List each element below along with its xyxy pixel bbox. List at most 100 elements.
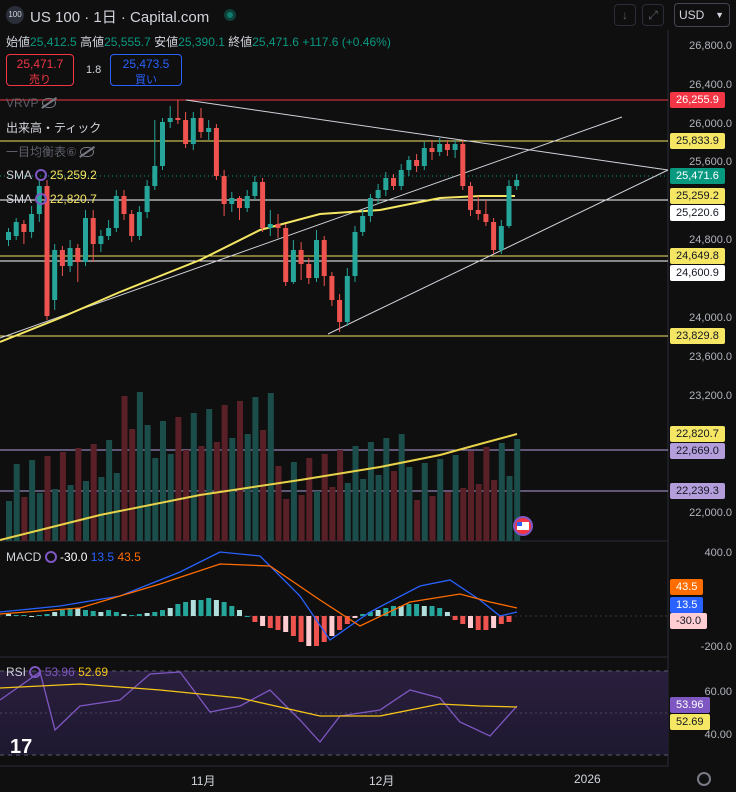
rsi-settings-icon[interactable]: [29, 666, 42, 678]
legend-vrvp[interactable]: VRVP: [6, 94, 56, 112]
macd-histogram-bar: [13, 615, 19, 616]
candle-body: [129, 214, 135, 236]
macd-histogram-bar: [460, 616, 466, 624]
legend-macd[interactable]: MACD -30.0 13.5 43.5: [6, 548, 141, 566]
macd-histogram-bar: [160, 610, 165, 616]
macd-histogram-bar: [321, 616, 327, 642]
macd-histogram-bar: [244, 616, 250, 617]
rsi-scale-label: 40.00: [704, 729, 732, 741]
volume-bar: [344, 483, 351, 541]
time-axis-label: 12月: [369, 774, 395, 788]
currency-select[interactable]: USD ▼: [674, 3, 730, 27]
rsi-scale-label: 60.00: [704, 686, 732, 698]
macd-histogram-bar: [252, 616, 258, 622]
macd-histogram-bar: [498, 616, 504, 624]
volume-bar: [367, 442, 374, 541]
macd-histogram-bar: [283, 616, 289, 632]
chevron-down-icon: ▼: [715, 10, 724, 20]
candle-body: [90, 218, 96, 244]
symbol-icon[interactable]: 100: [6, 6, 24, 24]
volume-bar: [391, 471, 397, 541]
candle-body: [67, 248, 73, 266]
macd-scale-label: -200.0: [700, 641, 732, 653]
macd-hist-tag: -30.0: [670, 613, 708, 629]
legend-sma-1[interactable]: SMA 25,259.2: [6, 166, 97, 184]
volume-label: 出来高・ティック: [6, 121, 102, 135]
volume-bar: [113, 473, 120, 541]
macd-histogram-bar: [190, 600, 196, 616]
candle-body: [314, 240, 319, 278]
macd-signal-tag: 43.5: [670, 579, 704, 595]
volume-bar: [337, 450, 344, 541]
candle-body: [337, 300, 343, 322]
volume-bar: [283, 499, 290, 541]
open-value: 25,412.5: [30, 35, 77, 49]
symbol-title[interactable]: US 100 · 1日 · Capital.com: [30, 9, 210, 26]
download-icon[interactable]: ↓: [614, 4, 636, 26]
rsi-label: RSI: [6, 665, 27, 679]
high-value: 25,555.7: [104, 35, 151, 49]
volume-bar: [29, 460, 36, 541]
price-scale-label: 25,600.0: [689, 156, 732, 168]
candle-body: [244, 196, 250, 208]
volume-bar: [136, 392, 143, 541]
volume-bar: [90, 444, 97, 541]
eye-off-icon[interactable]: [41, 98, 56, 108]
volume-bar: [329, 487, 336, 541]
sell-button[interactable]: 25,471.7 売り: [6, 54, 74, 86]
volume-bar: [275, 466, 282, 541]
price-tag: 25,833.9: [670, 133, 725, 149]
legend-volume[interactable]: 出来高・ティック: [6, 119, 101, 137]
volume-bar: [290, 462, 297, 541]
macd-histogram-bar: [344, 616, 350, 624]
macd-histogram-bar: [329, 616, 335, 636]
us-flag-inner: [517, 522, 529, 530]
legend-sma-2[interactable]: SMA 22,820.7: [6, 190, 97, 208]
volume-bar: [21, 497, 28, 541]
price-scale-label: 24,800.0: [689, 234, 732, 246]
fullscreen-icon[interactable]: ⤢: [642, 4, 664, 26]
macd-histogram-bar: [221, 602, 227, 616]
close-label: 終値: [228, 35, 253, 49]
eye-off-icon[interactable]: [80, 147, 95, 157]
rsi-line: [0, 670, 518, 744]
candle-body: [252, 182, 258, 196]
volume-bars: [6, 392, 521, 541]
volume-bar: [383, 438, 390, 541]
candle-body: [59, 250, 65, 266]
legend-ichimoku[interactable]: 一目均衡表⑥: [6, 143, 95, 161]
price-tag: 25,220.6: [670, 205, 725, 221]
sma1-settings-icon[interactable]: [34, 169, 47, 181]
candle-body: [136, 212, 142, 236]
candle-body: [391, 178, 396, 186]
volume-bar: [514, 439, 521, 541]
price-tag: 22,669.0: [670, 443, 725, 459]
macd-signal-value: 43.5: [117, 550, 141, 564]
macd-histogram-bar: [167, 608, 173, 616]
macd-histogram-bar: [144, 613, 150, 616]
macd-histogram-bar: [483, 616, 489, 630]
macd-histogram-bar: [437, 608, 443, 616]
candle-body: [44, 186, 50, 316]
macd-label: MACD: [6, 550, 42, 564]
candle-body: [437, 144, 443, 152]
candle-body: [213, 128, 219, 176]
macd-line-tag: 13.5: [670, 597, 704, 613]
candle-body: [290, 250, 296, 282]
candle-body: [275, 224, 281, 228]
volume-bar: [129, 429, 136, 541]
volume-bar: [506, 476, 513, 541]
sma2-value: 22,820.7: [50, 192, 97, 206]
volume-bar: [375, 475, 382, 541]
legend-rsi[interactable]: RSI 53.96 52.69: [6, 663, 108, 681]
macd-settings-icon[interactable]: [44, 551, 57, 563]
macd-histogram-bar: [290, 616, 296, 636]
time-axis-label: 11月: [191, 774, 216, 788]
gear-icon[interactable]: [697, 772, 711, 786]
sma1-value: 25,259.2: [50, 168, 97, 182]
price-scale-label: 26,800.0: [689, 40, 732, 52]
tradingview-logo: 17: [10, 736, 32, 758]
buy-button[interactable]: 25,473.5 買い: [110, 54, 182, 86]
sma2-settings-icon[interactable]: [34, 193, 47, 205]
